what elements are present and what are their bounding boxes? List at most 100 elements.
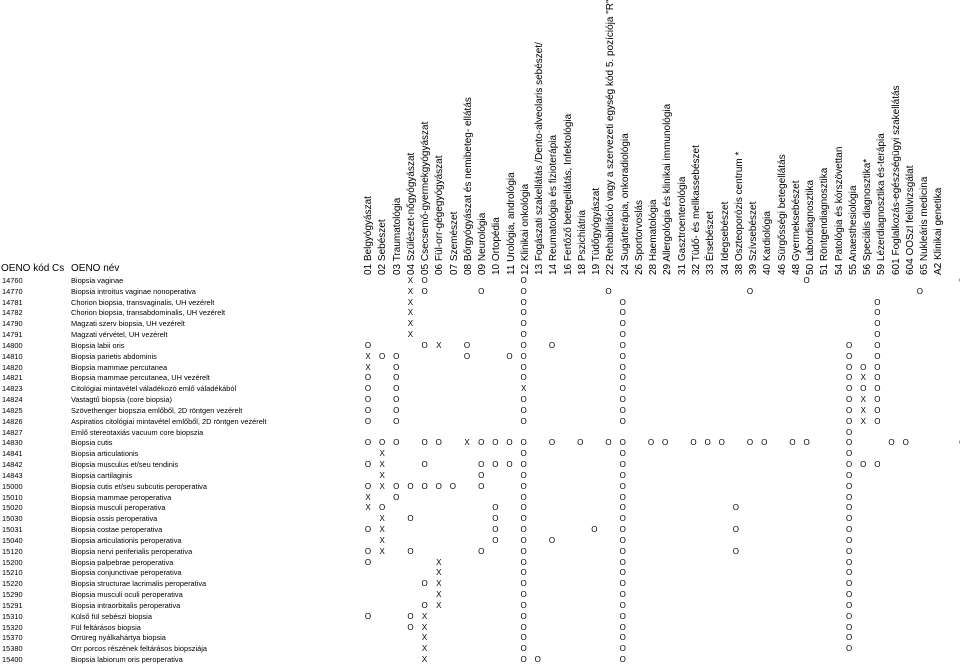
- column-header: 08 Bőrgyógyászat és nemibeteg- ellátás: [462, 97, 474, 275]
- mark-cell: O: [364, 373, 372, 383]
- column-header: 54 Patológia és kórszövettan: [833, 146, 845, 275]
- mark-cell: O: [520, 644, 527, 654]
- mark-cell: X: [436, 557, 442, 567]
- column-header: 40 Kardiológia: [762, 211, 774, 275]
- mark-cell: O: [364, 405, 372, 415]
- mark-cell: O: [520, 460, 527, 470]
- column-header: 02 Sebészet: [377, 219, 389, 275]
- mark-cell: O: [393, 395, 400, 405]
- mark-cell: O: [619, 481, 626, 491]
- mark-cell: X: [365, 492, 371, 502]
- mark-cell: O: [845, 460, 853, 470]
- mark-cell: O: [916, 286, 923, 296]
- mark-cell: O: [662, 438, 669, 448]
- table-row: 14810 Biopsia parietis abdominis X O O O O O O O O: [0, 351, 960, 362]
- table-row: 15370 Orrüreg nyálkahártya biopsia X O O O: [0, 632, 960, 643]
- mark-cell: O: [393, 362, 400, 372]
- column-header: 601 Foglalkozás-egészségügyi szakellátás: [890, 85, 902, 275]
- mark-cell: O: [364, 384, 372, 394]
- mark-cell: O: [845, 492, 853, 502]
- oeno-name: Biopsia articulationis: [71, 449, 139, 459]
- mark-cell: O: [520, 395, 527, 405]
- mark-cell: O: [421, 286, 428, 296]
- mark-cell: X: [407, 308, 414, 318]
- mark-cell: X: [365, 503, 371, 513]
- mark-cell: O: [845, 427, 853, 437]
- oeno-name: Biopsia ossis peroperativa: [71, 514, 158, 524]
- mark-cell: O: [548, 340, 556, 350]
- oeno-code: 15290: [2, 590, 23, 600]
- mark-cell: O: [520, 330, 527, 340]
- column-header: 12 Klinikai onkológia: [519, 183, 531, 275]
- oeno-name: Magzati vérvétel, UH vezérelt: [71, 330, 168, 340]
- mark-cell: O: [874, 308, 881, 318]
- oeno-name: Biopsia mammae percutanea: [71, 362, 168, 372]
- oeno-code: 15000: [2, 481, 23, 491]
- table-row: 14823 Citológiai mintavétel váladékozó em…: [0, 383, 960, 394]
- mark-cell: O: [520, 514, 527, 524]
- mark-cell: O: [393, 351, 400, 361]
- oeno-name: Biopsia introitus vaginae nonoperativa: [71, 286, 196, 296]
- oeno-code: 14827: [2, 427, 23, 437]
- column-header: 05 Csecsemő-gyermekgyógyászat: [420, 121, 432, 275]
- mark-cell: O: [845, 384, 853, 394]
- mark-cell: O: [647, 438, 655, 448]
- mark-cell: O: [364, 525, 372, 535]
- column-header: 55 Anaesthesiológia: [847, 185, 859, 275]
- mark-cell: O: [845, 481, 853, 491]
- oeno-code: 15380: [2, 644, 23, 654]
- table-row: 14830 Biopsia cutis O O O O O X O O O O O O O O O O O O O O O O…: [0, 437, 960, 448]
- column-header: 26 Sportorvoslás: [633, 199, 645, 275]
- column-header: 28 Haematológia: [648, 199, 660, 275]
- mark-cell: O: [902, 438, 909, 448]
- table-row: 15040 Biopsia articulationis peroperativa…: [0, 535, 960, 546]
- mark-cell: O: [520, 481, 527, 491]
- mark-cell: O: [520, 622, 527, 632]
- table-row: 14843 Biopsia cartilaginis X O O O O: [0, 470, 960, 481]
- mark-cell: O: [845, 351, 853, 361]
- mark-cell: X: [407, 276, 414, 285]
- mark-cell: X: [379, 535, 385, 545]
- mark-cell: O: [619, 297, 626, 307]
- mark-cell: O: [492, 503, 499, 513]
- oeno-name: Biopsia labiorum oris peroperativa: [71, 655, 183, 665]
- mark-cell: O: [492, 460, 499, 470]
- mark-cell: O: [619, 470, 626, 480]
- mark-cell: O: [860, 384, 867, 394]
- mark-cell: X: [436, 579, 442, 589]
- mark-cell: X: [365, 351, 371, 361]
- oeno-name: Biopsia labii oris: [71, 340, 125, 350]
- oeno-code: 14790: [2, 319, 23, 329]
- mark-cell: O: [520, 568, 527, 578]
- mark-cell: O: [874, 362, 881, 372]
- mark-cell: O: [492, 525, 499, 535]
- mark-cell: O: [845, 546, 853, 556]
- mark-cell: O: [520, 340, 527, 350]
- mark-cell: O: [619, 568, 626, 578]
- oeno-code: 14781: [2, 297, 23, 307]
- column-header: 04 Szülészet-nőgyógyászat: [405, 152, 417, 275]
- mark-cell: X: [421, 644, 428, 654]
- table-row: 15220 Biopsia structurae lacrimalis perop…: [0, 578, 960, 589]
- mark-cell: O: [364, 460, 372, 470]
- oeno-code: 15010: [2, 492, 23, 502]
- mark-cell: O: [492, 438, 499, 448]
- oeno-name: Biopsia mammae peroperativa: [71, 492, 172, 502]
- mark-cell: O: [874, 405, 881, 415]
- mark-cell: O: [591, 525, 598, 535]
- mark-cell: O: [393, 481, 400, 491]
- mark-cell: O: [732, 546, 739, 556]
- table-row: 15000 Biopsia cutis et/seu subcutis perop…: [0, 481, 960, 492]
- mark-cell: O: [463, 340, 471, 350]
- mark-cell: O: [379, 503, 386, 513]
- mark-cell: O: [520, 276, 527, 285]
- column-header: 18 Pszichiátria: [576, 209, 588, 275]
- oeno-name: Biopsia conjunctivae peroperativa: [71, 568, 182, 578]
- mark-cell: O: [534, 655, 541, 665]
- mark-cell: O: [845, 503, 853, 513]
- mark-cell: X: [421, 633, 428, 643]
- mark-cell: O: [874, 416, 881, 426]
- oeno-name: Chorion biopsia, transvaginalis, UH vezé…: [71, 297, 215, 307]
- oeno-code: 15291: [2, 600, 23, 610]
- mark-cell: X: [407, 330, 414, 340]
